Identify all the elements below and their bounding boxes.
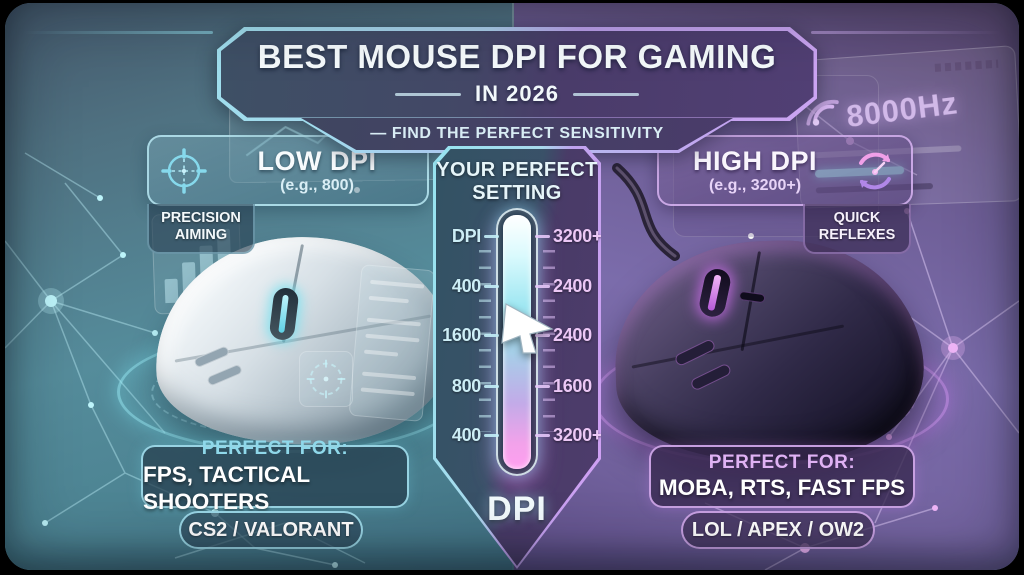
- high-dpi-header-panel: HIGH DPI (e.g., 3200+): [657, 135, 913, 206]
- polling-rate-value: 8000Hz: [844, 84, 960, 134]
- banner-subtitle-strip: — FIND THE PERFECT SENSITIVITY: [298, 118, 736, 153]
- tick-row: 800 1600: [433, 374, 601, 398]
- title-banner: BEST MOUSE DPI FOR GAMING IN 2026 — FIND…: [217, 27, 817, 153]
- tick-label-right: 3200+: [553, 424, 603, 445]
- speedometer-refresh-icon: [859, 152, 891, 189]
- mouse-body: [611, 235, 927, 467]
- tick-label-left: 800: [451, 375, 481, 396]
- tick-dash: [535, 333, 550, 337]
- tick-row: 1600 2400: [433, 323, 601, 347]
- low-dpi-example: (e.g., 800): [280, 176, 354, 194]
- perfect-for-value: FPS, TACTICAL SHOOTERS: [143, 461, 310, 514]
- year-dash-left: [394, 92, 461, 96]
- dark-gaming-mouse: [611, 235, 927, 467]
- tick-row: DPI 3200+: [433, 224, 603, 248]
- tick-label-right: 2400: [553, 275, 592, 296]
- games-list: LOL / APEX / OW2: [691, 518, 865, 541]
- high-dpi-perfect-for-box: PERFECT FOR: MOBA, RTS, FAST FPS: [649, 445, 915, 508]
- holo-document-panel: [348, 264, 436, 422]
- games-list: CS2 / VALORANT: [188, 518, 354, 541]
- panel-dots: [934, 59, 999, 72]
- tick-label-right: 1600: [553, 375, 592, 396]
- badge-line: AIMING: [174, 227, 228, 244]
- banner-plate: [220, 30, 814, 118]
- subtitle: — FIND THE PERFECT SENSITIVITY: [370, 125, 664, 142]
- tick-dash: [535, 234, 550, 238]
- perfect-for-value: MOBA, RTS, FAST FPS: [658, 475, 906, 501]
- badge-line: REFLEXES: [818, 227, 896, 244]
- tick-label-right: 2400: [553, 324, 592, 345]
- tick-row: 400 2400: [433, 274, 601, 298]
- tick-label-right: 3200+: [553, 225, 603, 246]
- tick-dash: [484, 433, 499, 437]
- banner-frame: BEST MOUSE DPI FOR GAMING IN 2026: [217, 27, 817, 121]
- target-reticle-icon: [306, 359, 346, 399]
- main-title: BEST MOUSE DPI FOR GAMING: [257, 38, 777, 75]
- low-dpi-games-pill: CS2 / VALORANT: [179, 511, 363, 549]
- tick-dash: [535, 433, 550, 437]
- selector-heading-line2: SETTING: [472, 182, 562, 204]
- high-dpi-games-pill: LOL / APEX / OW2: [681, 511, 875, 549]
- tick-dash: [535, 284, 550, 288]
- tick-dash: [484, 284, 499, 288]
- year-dash-right: [573, 92, 640, 96]
- top-accent-line-left: [23, 31, 213, 34]
- tick-dash: [484, 234, 499, 238]
- high-dpi-example: (e.g., 3200+): [708, 176, 802, 194]
- selector-bottom-label: DPI: [487, 490, 547, 528]
- tick-dash: [535, 384, 550, 388]
- tick-dash: [484, 333, 499, 337]
- top-accent-line-right: [811, 31, 1001, 34]
- infographic-canvas: 8000Hz BEST MOUSE DPI FOR GAMI: [5, 3, 1019, 570]
- selector-heading-line1: YOUR PERFECT: [436, 159, 598, 181]
- banner-subtitle-plate: — FIND THE PERFECT SENSITIVITY: [301, 118, 733, 150]
- perfect-for-label: PERFECT FOR:: [201, 438, 349, 460]
- low-dpi-perfect-for-box: PERFECT FOR: FPS, TACTICAL SHOOTERS: [141, 438, 409, 514]
- badge-line: QUICK: [833, 210, 881, 226]
- year-row: IN 2026: [217, 81, 817, 107]
- holo-target-panel: [299, 351, 353, 407]
- crosshair-icon: [161, 147, 207, 194]
- year-label: IN 2026: [474, 81, 560, 106]
- tick-label-left: 1600: [442, 324, 481, 345]
- tick-label-left: DPI: [451, 225, 481, 246]
- high-dpi-heading: HIGH DPI: [692, 145, 817, 176]
- mouse-cable: [612, 163, 680, 261]
- perfect-for-label: PERFECT FOR:: [708, 451, 856, 473]
- cursor-arrow-icon: [501, 303, 554, 354]
- quick-reflexes-badge: QUICK REFLEXES: [803, 204, 911, 254]
- badge-line: PRECISION: [161, 210, 241, 226]
- tick-label-left: 400: [451, 275, 481, 296]
- precision-aiming-badge: PRECISION AIMING: [147, 204, 255, 254]
- tick-label-left: 400: [451, 424, 481, 445]
- tick-row: 400 3200+: [433, 423, 603, 447]
- tick-dash: [484, 384, 499, 388]
